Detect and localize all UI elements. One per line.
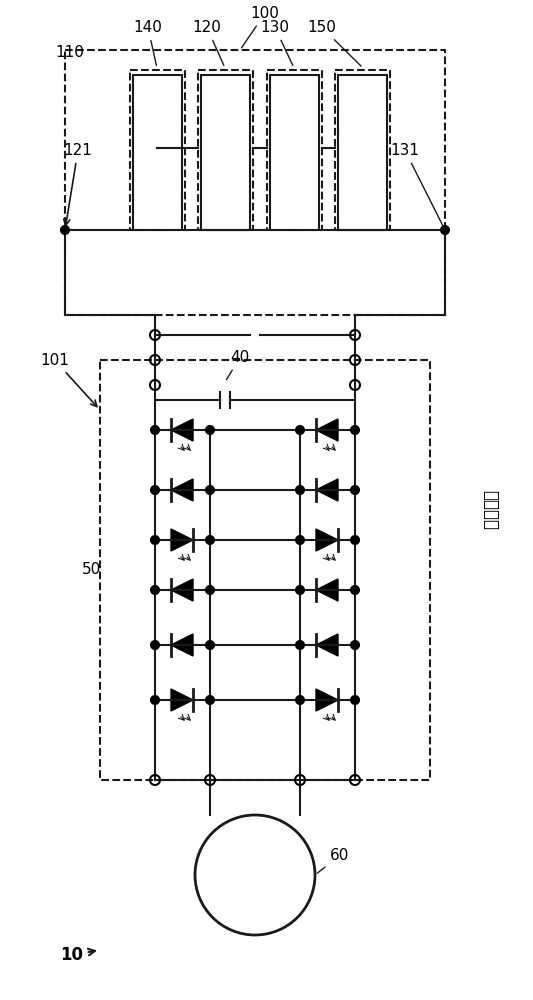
- Circle shape: [351, 426, 359, 434]
- Circle shape: [206, 536, 214, 544]
- Bar: [198, 70, 253, 230]
- Text: 50: 50: [82, 562, 101, 578]
- Circle shape: [206, 586, 214, 594]
- Text: 110: 110: [55, 45, 84, 60]
- Text: 100: 100: [241, 6, 279, 48]
- Text: 现有技术: 现有技术: [481, 490, 499, 530]
- Bar: [270, 75, 319, 230]
- Circle shape: [296, 486, 304, 494]
- Circle shape: [351, 586, 359, 594]
- Circle shape: [296, 641, 304, 649]
- Polygon shape: [171, 579, 193, 601]
- Circle shape: [151, 586, 159, 594]
- Polygon shape: [316, 529, 338, 551]
- Text: 101: 101: [41, 353, 97, 407]
- Circle shape: [206, 486, 214, 494]
- Text: 10: 10: [60, 946, 95, 964]
- Bar: [133, 75, 182, 230]
- Circle shape: [351, 486, 359, 494]
- Polygon shape: [316, 689, 338, 711]
- Circle shape: [151, 536, 159, 544]
- Bar: [335, 70, 390, 230]
- Text: 121: 121: [63, 143, 92, 225]
- Circle shape: [206, 426, 214, 434]
- Bar: [338, 75, 387, 230]
- Circle shape: [151, 696, 159, 704]
- Circle shape: [441, 226, 449, 234]
- Circle shape: [351, 641, 359, 649]
- Circle shape: [296, 536, 304, 544]
- Circle shape: [206, 696, 214, 704]
- Polygon shape: [171, 634, 193, 656]
- Polygon shape: [316, 479, 338, 501]
- Circle shape: [151, 486, 159, 494]
- Text: 40: 40: [227, 350, 249, 380]
- Polygon shape: [316, 419, 338, 441]
- Circle shape: [351, 696, 359, 704]
- Polygon shape: [316, 579, 338, 601]
- Polygon shape: [171, 419, 193, 441]
- Circle shape: [296, 586, 304, 594]
- Bar: [267, 70, 322, 230]
- Polygon shape: [316, 634, 338, 656]
- Polygon shape: [171, 479, 193, 501]
- Polygon shape: [171, 689, 193, 711]
- Text: 150: 150: [308, 20, 361, 66]
- Text: 131: 131: [391, 143, 444, 228]
- Bar: [201, 75, 250, 230]
- Circle shape: [151, 426, 159, 434]
- Text: 60: 60: [317, 848, 349, 873]
- Circle shape: [61, 226, 69, 234]
- Text: 130: 130: [261, 20, 293, 65]
- Circle shape: [151, 641, 159, 649]
- Text: 120: 120: [192, 20, 224, 65]
- Bar: [65, 50, 445, 315]
- Circle shape: [296, 426, 304, 434]
- Text: 140: 140: [134, 20, 163, 65]
- Circle shape: [206, 641, 214, 649]
- Circle shape: [296, 696, 304, 704]
- Bar: [100, 360, 430, 780]
- Bar: [130, 70, 185, 230]
- Polygon shape: [171, 529, 193, 551]
- Circle shape: [351, 536, 359, 544]
